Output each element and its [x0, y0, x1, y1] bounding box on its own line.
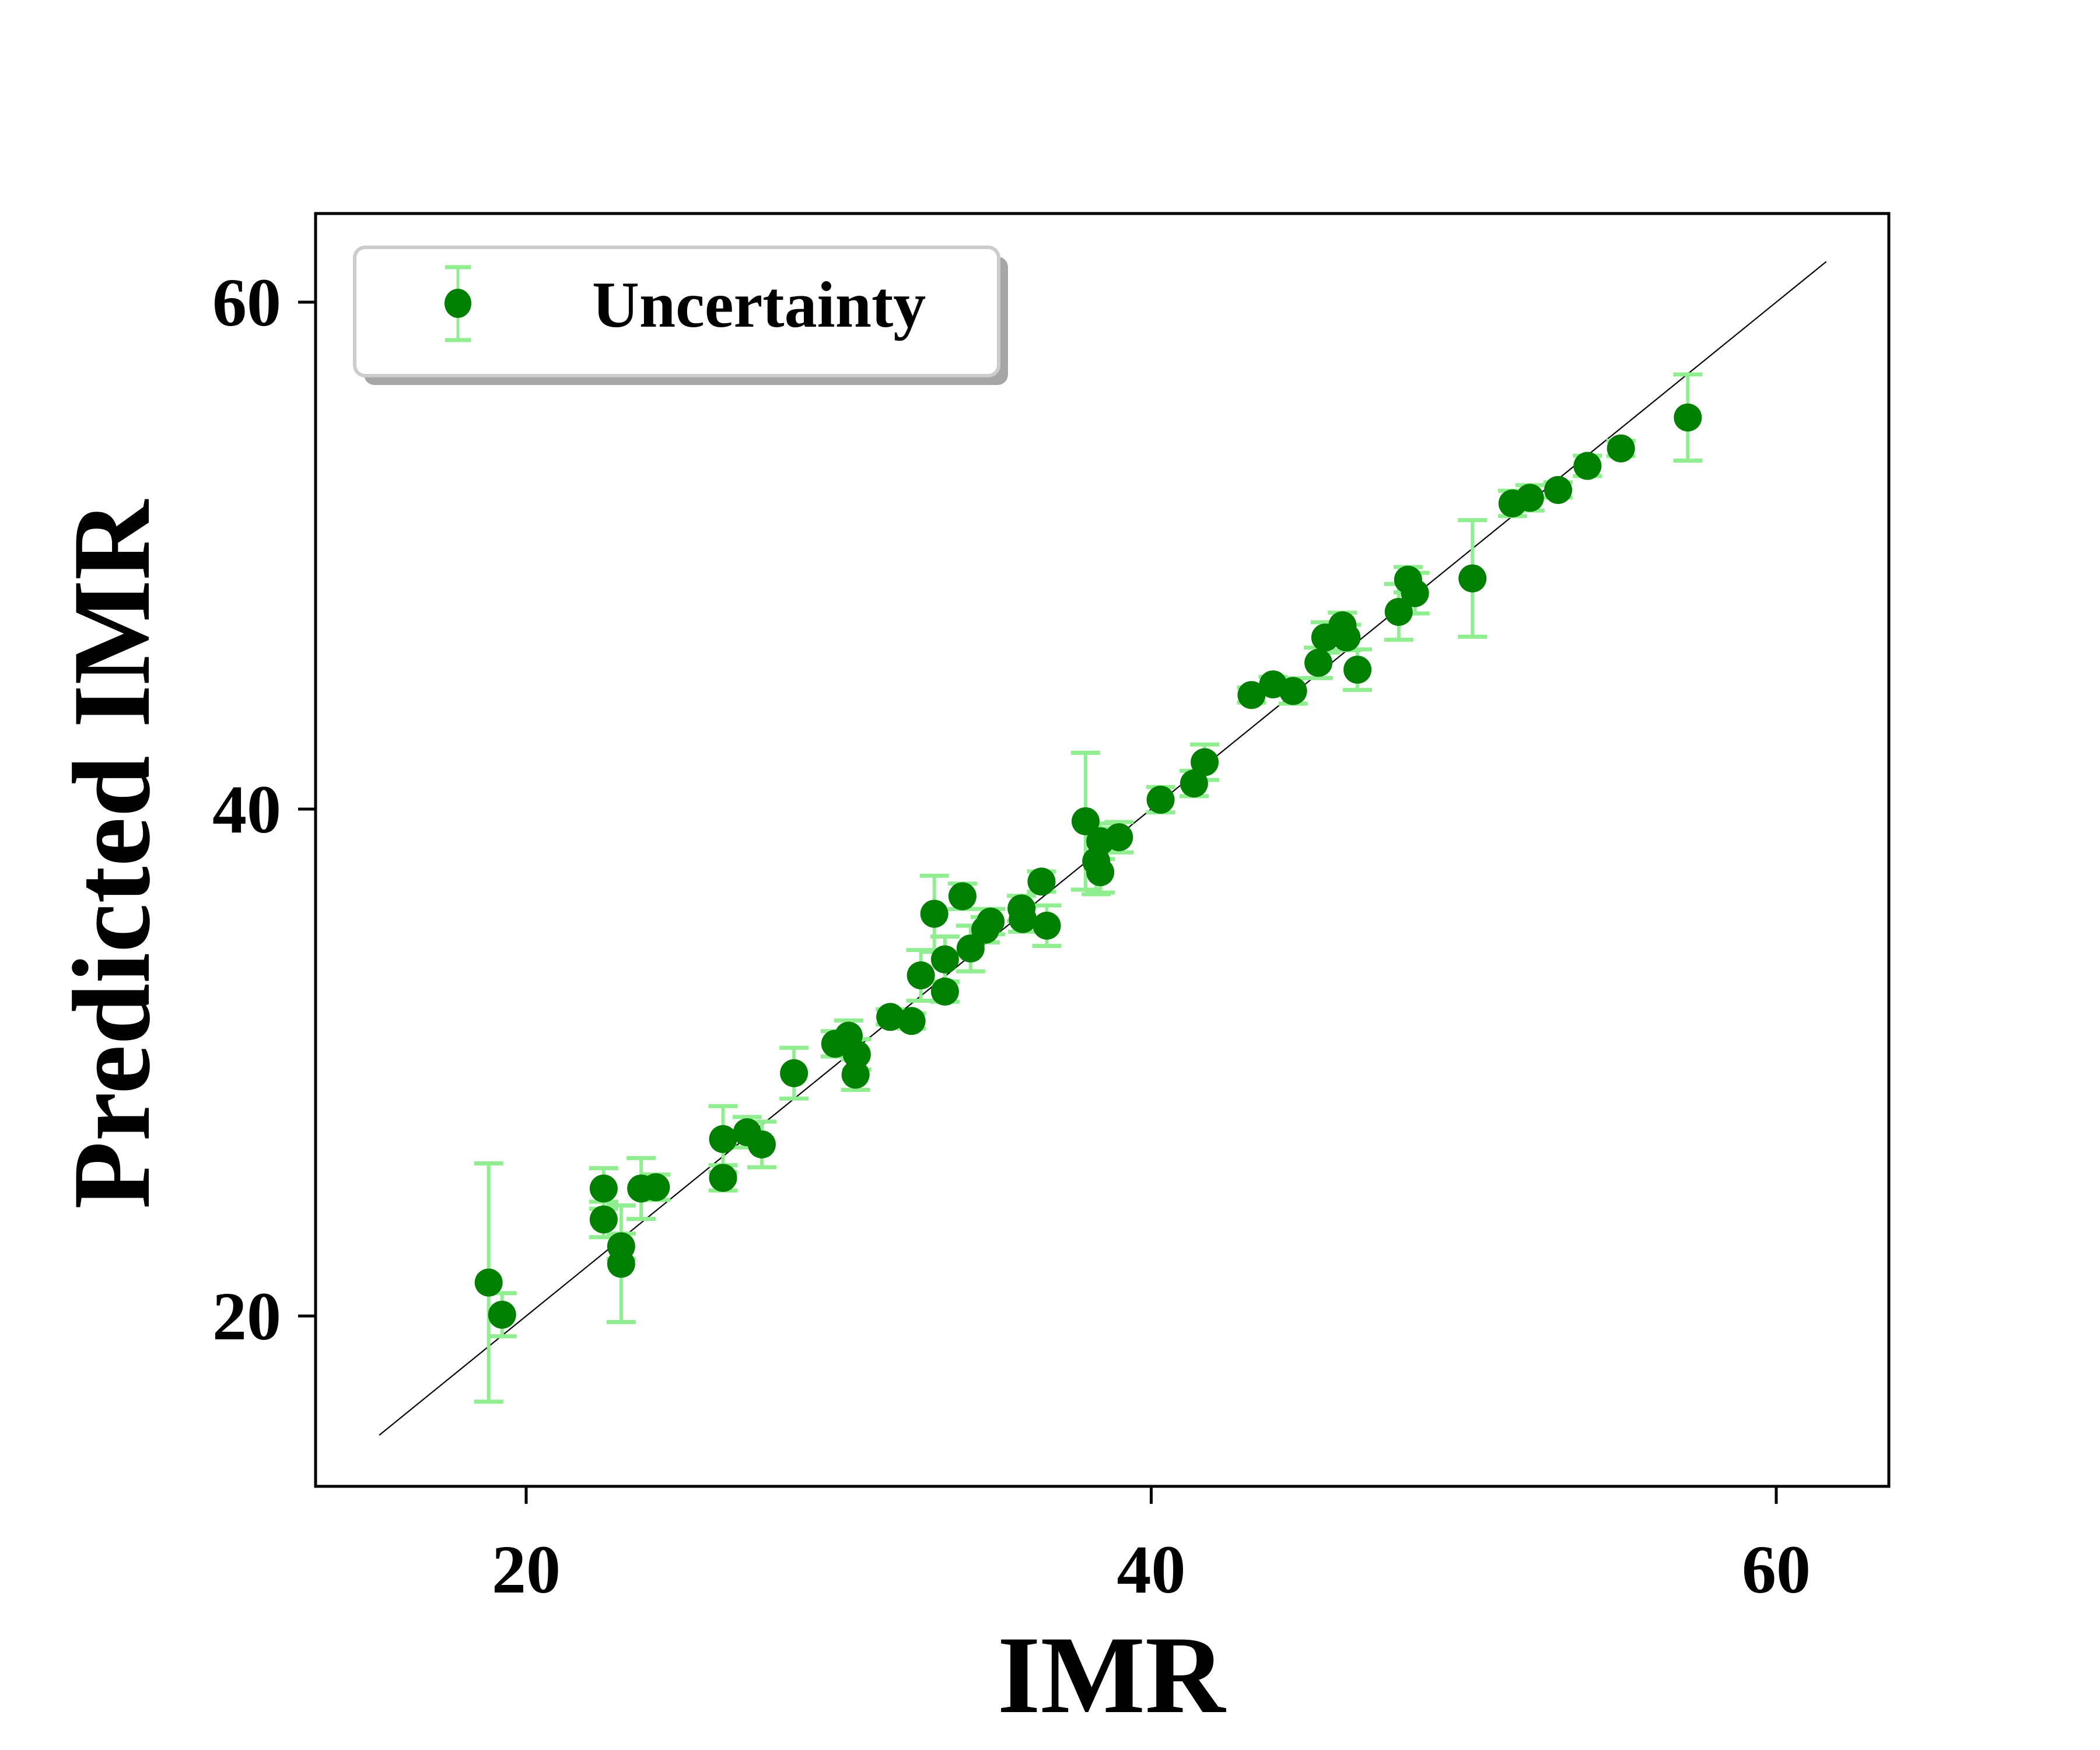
data-point — [842, 1040, 871, 1069]
legend: Uncertainty — [353, 246, 1008, 385]
data-point — [956, 934, 985, 963]
legend-label: Uncertainty — [592, 269, 926, 341]
data-point — [1304, 649, 1333, 677]
data-point — [876, 1003, 905, 1031]
data-point — [1384, 597, 1413, 626]
data-point — [709, 1125, 737, 1153]
data-point — [907, 961, 935, 990]
data-point — [1086, 858, 1115, 887]
x-tick-label: 20 — [492, 1531, 561, 1608]
data-point — [1279, 677, 1307, 705]
data-point — [930, 945, 959, 974]
data-point — [607, 1250, 635, 1278]
data-point — [589, 1205, 618, 1234]
axes-frame — [314, 212, 1891, 1488]
data-point — [1180, 769, 1208, 798]
x-tick-label: 40 — [1117, 1531, 1186, 1608]
data-point — [474, 1268, 503, 1297]
data-point — [747, 1130, 776, 1158]
data-point — [1071, 807, 1100, 835]
data-point — [1237, 681, 1266, 709]
y-tick-label: 60 — [212, 264, 281, 341]
data-point — [780, 1059, 808, 1087]
data-point — [897, 1007, 926, 1035]
data-point — [1674, 403, 1702, 432]
legend-box — [353, 246, 1000, 377]
data-point — [1105, 823, 1133, 852]
y-tick-label: 40 — [212, 771, 281, 848]
data-point — [709, 1164, 737, 1192]
data-point — [1343, 656, 1372, 684]
data-point — [642, 1173, 670, 1202]
x-tick-label: 60 — [1742, 1531, 1811, 1608]
data-point — [1146, 785, 1175, 814]
data-point — [1332, 623, 1361, 652]
x-axis: 20 40 60 — [492, 1488, 1811, 1608]
data-point — [920, 900, 949, 928]
data-points — [474, 403, 1702, 1329]
data-point — [841, 1060, 870, 1089]
data-point — [1009, 905, 1037, 933]
data-point — [488, 1300, 516, 1329]
data-point — [589, 1174, 618, 1203]
data-point — [1401, 579, 1429, 607]
data-point — [948, 882, 977, 911]
y-tick-label: 20 — [212, 1278, 281, 1354]
data-point — [930, 977, 959, 1006]
data-point — [1606, 434, 1635, 463]
x-axis-title: IMR — [998, 1614, 1226, 1737]
data-point — [1032, 911, 1061, 940]
legend-marker-icon — [444, 265, 471, 342]
data-point — [1573, 452, 1602, 480]
data-point — [977, 907, 1005, 936]
data-point — [1516, 484, 1544, 512]
data-point — [1458, 564, 1487, 593]
data-point — [1544, 475, 1573, 504]
data-point — [1027, 867, 1056, 896]
y-axis: 20 40 60 — [212, 264, 314, 1354]
y-axis-title: Predicted IMR — [51, 499, 173, 1209]
data-point — [1191, 748, 1219, 776]
